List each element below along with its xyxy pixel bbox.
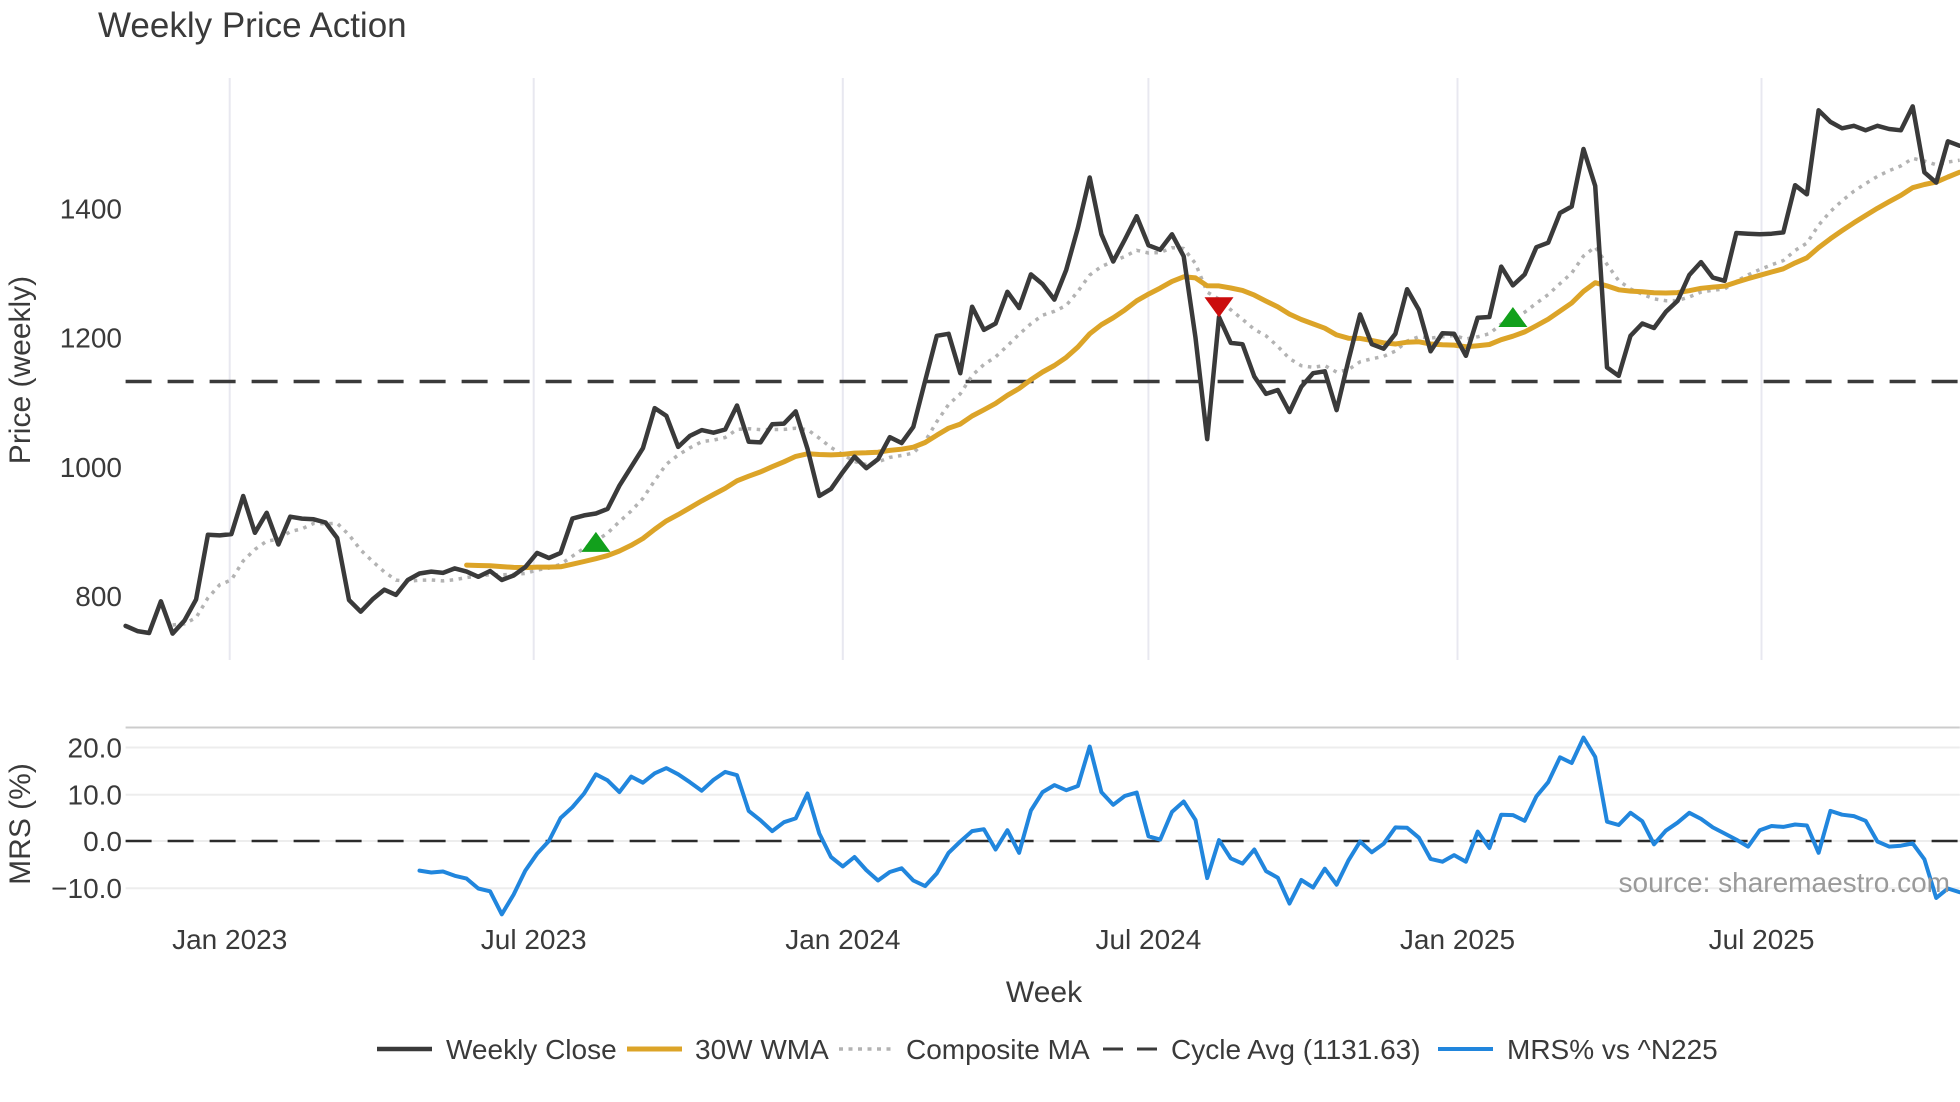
svg-text:Jul 2023: Jul 2023 [481, 924, 587, 955]
svg-text:20.0: 20.0 [68, 733, 123, 764]
svg-text:1400: 1400 [60, 194, 122, 225]
svg-text:−10.0: −10.0 [51, 873, 122, 904]
svg-text:Weekly Close: Weekly Close [446, 1034, 617, 1065]
svg-text:1200: 1200 [60, 323, 122, 354]
svg-text:Week: Week [1006, 976, 1083, 1009]
svg-text:0.0: 0.0 [83, 826, 122, 857]
svg-text:MRS (%): MRS (%) [4, 763, 37, 885]
svg-text:Jul 2024: Jul 2024 [1095, 924, 1201, 955]
svg-text:1000: 1000 [60, 452, 122, 483]
svg-text:source: sharemaestro.com: source: sharemaestro.com [1619, 867, 1950, 898]
svg-text:10.0: 10.0 [68, 780, 123, 811]
svg-text:Jan 2025: Jan 2025 [1400, 924, 1515, 955]
svg-text:Price (weekly): Price (weekly) [4, 276, 37, 464]
svg-text:Weekly Price Action: Weekly Price Action [98, 6, 407, 45]
svg-text:800: 800 [75, 581, 122, 612]
svg-text:30W WMA: 30W WMA [695, 1034, 829, 1065]
svg-text:MRS% vs ^N225: MRS% vs ^N225 [1507, 1034, 1718, 1065]
svg-text:Jul 2025: Jul 2025 [1709, 924, 1815, 955]
svg-text:Jan 2024: Jan 2024 [785, 924, 900, 955]
svg-text:Composite MA: Composite MA [906, 1034, 1090, 1065]
svg-text:Cycle Avg (1131.63): Cycle Avg (1131.63) [1171, 1034, 1421, 1065]
svg-text:Jan 2023: Jan 2023 [172, 924, 287, 955]
